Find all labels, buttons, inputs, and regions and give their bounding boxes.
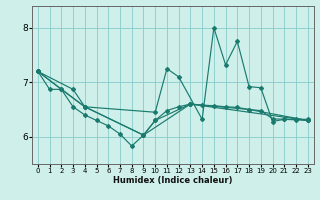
X-axis label: Humidex (Indice chaleur): Humidex (Indice chaleur) <box>113 176 233 185</box>
